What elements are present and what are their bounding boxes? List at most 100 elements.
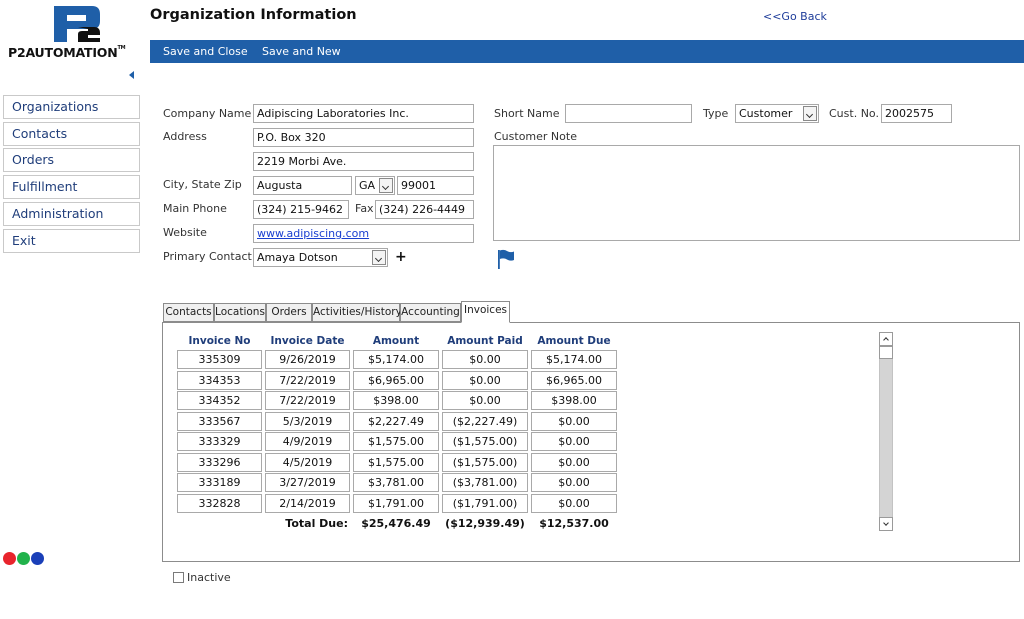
company-name-label: Company Name <box>163 107 252 120</box>
amount-cell[interactable]: $1,575.00 <box>353 432 439 451</box>
short-name-field[interactable] <box>565 104 692 123</box>
total-amount-paid: ($12,939.49) <box>445 517 525 530</box>
amount-due-cell[interactable]: $0.00 <box>531 432 617 451</box>
invoice-no-cell[interactable]: 332828 <box>177 493 262 513</box>
cust-no-field[interactable]: 2002575 <box>881 104 952 123</box>
chevron-down-icon[interactable] <box>803 106 817 121</box>
sidebar-item-orders[interactable]: Orders <box>3 148 140 172</box>
invoice-date-cell[interactable]: 9/26/2019 <box>265 350 350 369</box>
go-back-link[interactable]: <<Go Back <box>763 10 827 23</box>
column-header-amount-due: Amount Due <box>537 335 611 347</box>
tab-accounting[interactable]: Accounting <box>400 303 461 322</box>
tab-locations[interactable]: Locations <box>214 303 266 322</box>
address-line1-field[interactable]: P.O. Box 320 <box>253 128 474 147</box>
invoice-date-cell[interactable]: 5/3/2019 <box>265 411 350 431</box>
amount-due-cell[interactable]: $6,965.00 <box>531 370 617 390</box>
invoice-no-cell[interactable]: 334353 <box>177 370 262 390</box>
primary-contact-label: Primary Contact <box>163 250 252 263</box>
invoice-no-cell[interactable]: 334352 <box>177 391 262 410</box>
column-header-invoice-no: Invoice No <box>188 335 251 347</box>
amount-paid-cell[interactable]: ($1,791.00) <box>442 493 528 513</box>
save-and-close-button[interactable]: Save and Close <box>163 45 248 58</box>
flag-icon[interactable] <box>497 249 515 269</box>
invoice-no-cell[interactable]: 333329 <box>177 432 262 451</box>
save-and-new-button[interactable]: Save and New <box>262 45 341 58</box>
main-phone-field[interactable]: (324) 215-9462 <box>253 200 349 219</box>
tab-contacts[interactable]: Contacts <box>163 303 214 322</box>
amount-paid-cell[interactable]: $0.00 <box>442 391 528 410</box>
total-due-label: Total Due: <box>285 517 348 530</box>
invoices-scrollbar[interactable] <box>879 332 893 531</box>
invoice-no-cell[interactable]: 335309 <box>177 350 262 369</box>
amount-cell[interactable]: $3,781.00 <box>353 473 439 492</box>
type-select[interactable]: Customer <box>735 104 819 123</box>
amount-due-cell[interactable]: $5,174.00 <box>531 350 617 369</box>
invoice-date-cell[interactable]: 4/9/2019 <box>265 432 350 451</box>
invoice-no-cell[interactable]: 333189 <box>177 473 262 492</box>
sidebar-item-fulfillment[interactable]: Fulfillment <box>3 175 140 199</box>
page-title: Organization Information <box>150 7 357 23</box>
tab-activities-history[interactable]: Activities/History <box>312 303 402 322</box>
amount-cell[interactable]: $6,965.00 <box>353 370 439 390</box>
tab-orders[interactable]: Orders <box>266 303 312 322</box>
amount-due-cell[interactable]: $0.00 <box>531 473 617 492</box>
customer-note-textarea[interactable] <box>493 145 1020 241</box>
amount-paid-cell[interactable]: ($2,227.49) <box>442 411 528 431</box>
scroll-down-icon[interactable] <box>879 517 893 531</box>
sidebar-item-exit[interactable]: Exit <box>3 229 140 253</box>
scroll-up-icon[interactable] <box>879 332 893 346</box>
brand-name: P2AUTOMATIONTM <box>8 45 126 60</box>
amount-cell[interactable]: $398.00 <box>353 391 439 410</box>
add-contact-button[interactable]: + <box>395 249 407 265</box>
website-field[interactable]: www.adipiscing.com <box>253 224 474 243</box>
primary-contact-select[interactable]: Amaya Dotson <box>253 248 388 267</box>
collapse-sidebar-icon[interactable] <box>129 71 134 79</box>
chevron-down-icon[interactable] <box>372 250 386 265</box>
amount-paid-cell[interactable]: ($1,575.00) <box>442 432 528 451</box>
amount-due-cell[interactable]: $0.00 <box>531 493 617 513</box>
toolbar: Save and Close Save and New <box>150 40 1024 63</box>
invoice-no-cell[interactable]: 333296 <box>177 452 262 472</box>
invoice-date-cell[interactable]: 7/22/2019 <box>265 391 350 410</box>
amount-due-cell[interactable]: $0.00 <box>531 452 617 472</box>
amount-due-cell[interactable]: $398.00 <box>531 391 617 410</box>
amount-cell[interactable]: $2,227.49 <box>353 411 439 431</box>
company-name-field[interactable]: Adipiscing Laboratories Inc. <box>253 104 474 123</box>
amount-cell[interactable]: $1,575.00 <box>353 452 439 472</box>
invoice-date-cell[interactable]: 4/5/2019 <box>265 452 350 472</box>
invoice-date-cell[interactable]: 7/22/2019 <box>265 370 350 390</box>
invoice-date-cell[interactable]: 3/27/2019 <box>265 473 350 492</box>
sidebar-item-organizations[interactable]: Organizations <box>3 95 140 119</box>
fax-label: Fax <box>355 202 374 215</box>
amount-paid-cell[interactable]: $0.00 <box>442 350 528 369</box>
status-dot-blue <box>31 552 44 565</box>
cust-no-label: Cust. No. <box>829 107 879 120</box>
invoice-no-cell[interactable]: 333567 <box>177 411 262 431</box>
chevron-down-icon[interactable] <box>379 178 393 193</box>
amount-paid-cell[interactable]: ($3,781.00) <box>442 473 528 492</box>
fax-field[interactable]: (324) 226-4449 <box>375 200 474 219</box>
address-label: Address <box>163 130 207 143</box>
address-line2-field[interactable]: 2219 Morbi Ave. <box>253 152 474 171</box>
type-value: Customer <box>739 107 793 120</box>
inactive-checkbox[interactable] <box>173 572 184 583</box>
invoice-date-cell[interactable]: 2/14/2019 <box>265 493 350 513</box>
amount-cell[interactable]: $5,174.00 <box>353 350 439 369</box>
state-select[interactable]: GA <box>355 176 395 195</box>
tab-invoices[interactable]: Invoices <box>461 301 510 323</box>
zip-field[interactable]: 99001 <box>397 176 474 195</box>
main-phone-label: Main Phone <box>163 202 227 215</box>
amount-paid-cell[interactable]: ($1,575.00) <box>442 452 528 472</box>
city-field[interactable]: Augusta <box>253 176 352 195</box>
sidebar-item-administration[interactable]: Administration <box>3 202 140 226</box>
column-header-amount: Amount <box>372 335 420 347</box>
amount-paid-cell[interactable]: $0.00 <box>442 370 528 390</box>
column-header-invoice-date: Invoice Date <box>270 335 345 347</box>
amount-cell[interactable]: $1,791.00 <box>353 493 439 513</box>
sidebar-item-contacts[interactable]: Contacts <box>3 122 140 146</box>
status-dot-green <box>17 552 30 565</box>
amount-due-cell[interactable]: $0.00 <box>531 411 617 431</box>
state-value: GA <box>359 179 376 192</box>
scrollbar-thumb[interactable] <box>879 346 893 359</box>
status-dot-red <box>3 552 16 565</box>
